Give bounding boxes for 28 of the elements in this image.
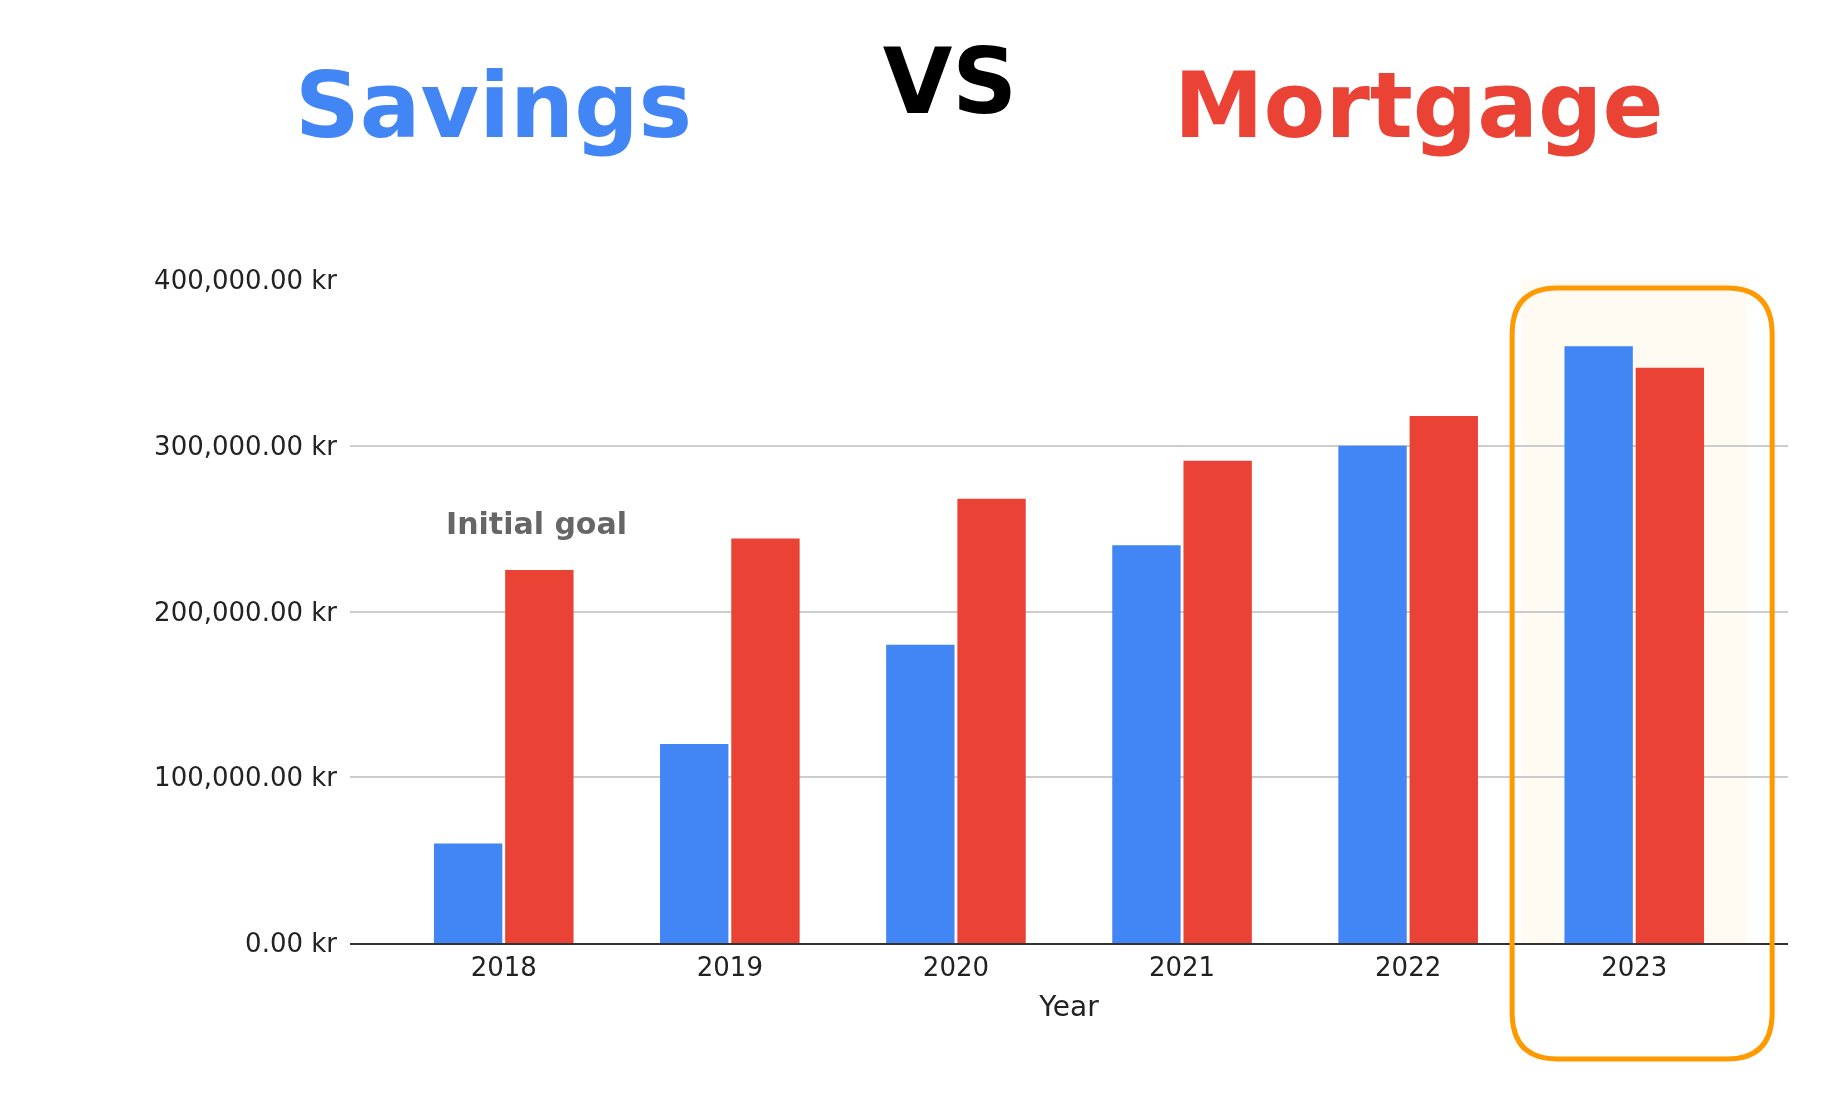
x-tick-label: 2023 [1601, 952, 1668, 983]
bar [1183, 460, 1252, 943]
x-tick-label: 2020 [922, 952, 990, 983]
bar [1564, 346, 1633, 943]
x-axis-title: Year [1038, 989, 1100, 1023]
x-tick-label: 2021 [1148, 952, 1216, 983]
x-tick-label: 2019 [696, 952, 763, 983]
text: Savings [295, 53, 693, 158]
bar [1112, 545, 1181, 943]
bar [660, 744, 729, 943]
y-tick-label: 0.00 kr [245, 928, 338, 959]
bar [731, 538, 800, 943]
bar [505, 570, 574, 943]
bar [1409, 415, 1478, 943]
bar [1635, 367, 1705, 943]
bar [1338, 445, 1407, 943]
y-tick-label: 400,000.00 kr [154, 265, 338, 296]
y-tick-label: 100,000.00 kr [154, 762, 338, 793]
text: Mortgage [1174, 53, 1664, 158]
bar [957, 498, 1026, 943]
bar [886, 644, 955, 943]
y-tick-label: 200,000.00 kr [154, 596, 338, 627]
annotation: Initial goal [446, 506, 628, 541]
x-tick-label: 2022 [1375, 952, 1442, 983]
x-tick-label: 2018 [470, 952, 537, 983]
chart-title: VS [882, 28, 1018, 134]
bar [433, 843, 503, 943]
y-tick-label: 300,000.00 kr [154, 430, 338, 461]
